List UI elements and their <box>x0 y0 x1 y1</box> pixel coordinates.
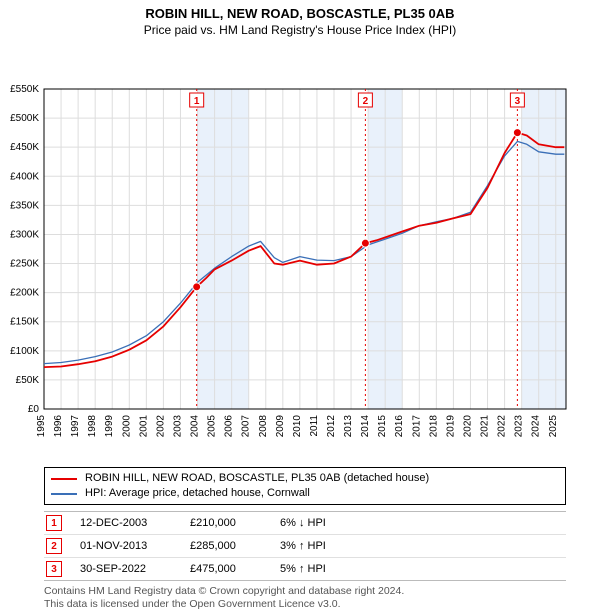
svg-text:2009: 2009 <box>275 415 286 438</box>
event-hpi-delta: 3% ↑ HPI <box>280 540 400 552</box>
sale-events-table: 1 12-DEC-2003£210,0006% ↓ HPI 2 01-NOV-2013… <box>44 511 566 581</box>
svg-text:2017: 2017 <box>411 415 422 438</box>
svg-text:£400K: £400K <box>10 171 39 182</box>
event-price: £210,000 <box>190 517 280 529</box>
legend: ROBIN HILL, NEW ROAD, BOSCASTLE, PL35 0A… <box>44 467 566 505</box>
svg-text:£350K: £350K <box>10 200 39 211</box>
event-price: £285,000 <box>190 540 280 552</box>
svg-text:2012: 2012 <box>326 415 337 438</box>
svg-text:2013: 2013 <box>343 415 354 438</box>
svg-text:2015: 2015 <box>377 415 388 438</box>
svg-text:2: 2 <box>363 96 369 107</box>
svg-text:2016: 2016 <box>394 415 405 438</box>
svg-text:1997: 1997 <box>70 415 81 438</box>
svg-text:2020: 2020 <box>462 415 473 438</box>
svg-text:£450K: £450K <box>10 142 39 153</box>
event-date: 01-NOV-2013 <box>80 540 190 552</box>
sale-event-row: 1 12-DEC-2003£210,0006% ↓ HPI <box>44 512 566 534</box>
sale-event-row: 2 01-NOV-2013£285,0003% ↑ HPI <box>44 534 566 557</box>
event-hpi-delta: 6% ↓ HPI <box>280 517 400 529</box>
svg-text:1995: 1995 <box>36 415 47 438</box>
event-date: 30-SEP-2022 <box>80 563 190 575</box>
footer-line-2: This data is licensed under the Open Gov… <box>44 598 566 611</box>
chart-title: ROBIN HILL, NEW ROAD, BOSCASTLE, PL35 0A… <box>0 0 600 21</box>
svg-text:£550K: £550K <box>10 84 39 95</box>
svg-text:1999: 1999 <box>104 415 115 438</box>
svg-text:£300K: £300K <box>10 229 39 240</box>
svg-text:£500K: £500K <box>10 113 39 124</box>
svg-text:2014: 2014 <box>360 415 371 438</box>
svg-text:3: 3 <box>515 96 521 107</box>
svg-text:2010: 2010 <box>292 415 303 438</box>
svg-text:2023: 2023 <box>514 415 525 438</box>
svg-text:2007: 2007 <box>241 415 252 438</box>
svg-text:2005: 2005 <box>207 415 218 438</box>
svg-text:2018: 2018 <box>428 415 439 438</box>
svg-text:£250K: £250K <box>10 259 39 270</box>
legend-item: ROBIN HILL, NEW ROAD, BOSCASTLE, PL35 0A… <box>51 471 559 486</box>
event-id-box: 2 <box>46 538 62 554</box>
svg-text:2006: 2006 <box>224 415 235 438</box>
svg-text:£150K: £150K <box>10 317 39 328</box>
svg-text:£100K: £100K <box>10 346 39 357</box>
svg-text:£200K: £200K <box>10 288 39 299</box>
svg-text:2001: 2001 <box>138 415 149 438</box>
legend-label: ROBIN HILL, NEW ROAD, BOSCASTLE, PL35 0A… <box>85 471 429 486</box>
svg-text:2019: 2019 <box>445 415 456 438</box>
chart-subtitle: Price paid vs. HM Land Registry's House … <box>0 21 600 41</box>
legend-item: HPI: Average price, detached house, Corn… <box>51 486 559 501</box>
svg-text:1996: 1996 <box>53 415 64 438</box>
legend-swatch <box>51 478 77 480</box>
sale-event-row: 3 30-SEP-2022£475,0005% ↑ HPI <box>44 557 566 580</box>
footer-line-1: Contains HM Land Registry data © Crown c… <box>44 585 566 598</box>
svg-text:1: 1 <box>194 96 200 107</box>
svg-text:2024: 2024 <box>531 415 542 438</box>
svg-text:2004: 2004 <box>190 415 201 438</box>
svg-text:1998: 1998 <box>87 415 98 438</box>
event-price: £475,000 <box>190 563 280 575</box>
svg-text:2003: 2003 <box>172 415 183 438</box>
event-id-box: 3 <box>46 561 62 577</box>
price-chart: £0 £50K £100K £150K £200K £250K £300K £350K £400… <box>0 41 600 461</box>
event-date: 12-DEC-2003 <box>80 517 190 529</box>
attribution-footer: Contains HM Land Registry data © Crown c… <box>44 585 566 611</box>
svg-text:2022: 2022 <box>497 415 508 438</box>
legend-swatch <box>51 493 77 495</box>
svg-text:2000: 2000 <box>121 415 132 438</box>
legend-label: HPI: Average price, detached house, Corn… <box>85 486 310 501</box>
chart-svg: £0 £50K £100K £150K £200K £250K £300K £350K £400… <box>0 41 600 456</box>
svg-text:£0: £0 <box>28 404 40 415</box>
svg-text:2025: 2025 <box>548 415 559 438</box>
svg-text:2021: 2021 <box>480 415 491 438</box>
svg-text:2008: 2008 <box>258 415 269 438</box>
event-id-box: 1 <box>46 515 62 531</box>
svg-text:£50K: £50K <box>16 375 40 386</box>
event-hpi-delta: 5% ↑ HPI <box>280 563 400 575</box>
svg-text:2002: 2002 <box>155 415 166 438</box>
svg-text:2011: 2011 <box>309 415 320 437</box>
